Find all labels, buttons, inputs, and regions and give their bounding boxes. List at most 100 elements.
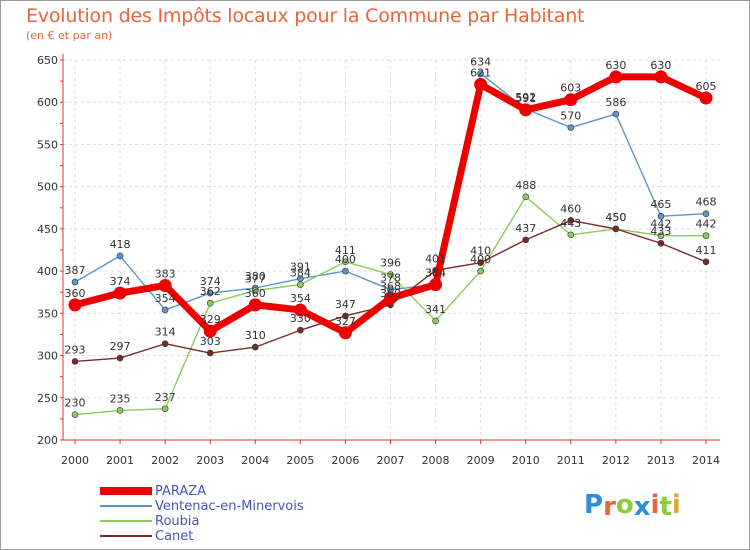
legend-swatch bbox=[100, 520, 152, 522]
point-roubia bbox=[657, 232, 665, 239]
x-tick-label: 2011 bbox=[557, 454, 585, 467]
data-label-ventenac-en-minervois: 570 bbox=[560, 110, 581, 123]
point-paraza bbox=[293, 303, 307, 317]
point-paraza bbox=[203, 324, 217, 338]
data-label-ventenac-en-minervois: 374 bbox=[200, 275, 221, 288]
data-label-paraza: 360 bbox=[65, 287, 86, 300]
data-label-paraza: 384 bbox=[425, 267, 446, 280]
point-ventenac-en-minervois bbox=[342, 267, 349, 275]
data-label-canet: 330 bbox=[290, 312, 311, 325]
point-paraza bbox=[338, 326, 352, 340]
data-label-paraza: 327 bbox=[335, 315, 356, 328]
data-label-ventenac-en-minervois: 634 bbox=[470, 56, 491, 69]
point-roubia bbox=[342, 258, 349, 266]
point-paraza bbox=[699, 91, 713, 105]
point-paraza bbox=[113, 286, 127, 300]
point-roubia bbox=[387, 271, 394, 278]
point-ventenac-en-minervois bbox=[657, 212, 665, 220]
x-tick-label: 2002 bbox=[151, 454, 179, 467]
point-ventenac-en-minervois bbox=[612, 110, 620, 118]
point-roubia bbox=[206, 299, 214, 307]
data-label-ventenac-en-minervois: 400 bbox=[335, 253, 356, 266]
y-tick-label: 400 bbox=[37, 265, 58, 278]
data-label-roubia: 488 bbox=[515, 179, 536, 192]
data-label-paraza: 621 bbox=[470, 66, 491, 79]
data-label-canet: 297 bbox=[110, 340, 131, 353]
data-label-roubia: 230 bbox=[65, 397, 86, 410]
point-canet bbox=[116, 354, 124, 362]
data-label-canet: 411 bbox=[696, 244, 717, 257]
data-label-paraza: 603 bbox=[560, 82, 581, 95]
y-tick-label: 550 bbox=[37, 138, 58, 151]
point-ventenac-en-minervois bbox=[206, 289, 214, 297]
data-label-canet: 310 bbox=[245, 329, 266, 342]
point-roubia bbox=[477, 267, 484, 275]
y-tick-label: 500 bbox=[37, 181, 58, 194]
point-ventenac-en-minervois bbox=[116, 252, 124, 260]
point-canet bbox=[477, 259, 484, 266]
data-label-paraza: 591 bbox=[515, 92, 536, 105]
legend-label: Roubia bbox=[155, 514, 200, 529]
point-canet bbox=[71, 358, 79, 365]
series-layer bbox=[68, 70, 713, 418]
data-label-canet: 360 bbox=[380, 287, 401, 300]
data-label-ventenac-en-minervois: 465 bbox=[650, 198, 671, 211]
point-paraza bbox=[474, 77, 488, 91]
point-canet bbox=[702, 258, 710, 266]
data-label-paraza: 360 bbox=[245, 287, 266, 300]
point-roubia bbox=[567, 231, 575, 239]
data-label-canet: 347 bbox=[335, 298, 356, 311]
data-label-ventenac-en-minervois: 378 bbox=[380, 272, 401, 285]
point-paraza bbox=[609, 70, 623, 84]
y-tick-label: 250 bbox=[37, 392, 58, 405]
data-label-ventenac-en-minervois: 468 bbox=[696, 196, 717, 209]
data-label-ventenac-en-minervois: 391 bbox=[290, 261, 311, 274]
data-label-roubia: 442 bbox=[650, 218, 671, 231]
data-label-roubia: 237 bbox=[155, 391, 176, 404]
point-canet bbox=[251, 343, 259, 351]
point-roubia bbox=[71, 411, 79, 418]
data-label-roubia: 400 bbox=[470, 253, 491, 266]
data-label-roubia: 396 bbox=[380, 256, 401, 269]
chart-subtitle: (en € et par an) bbox=[26, 29, 113, 42]
x-tick-label: 2001 bbox=[106, 454, 134, 467]
data-label-paraza: 354 bbox=[290, 292, 311, 305]
legend-swatch bbox=[100, 505, 152, 507]
legend-label: PARAZA bbox=[155, 484, 207, 499]
point-paraza bbox=[654, 70, 668, 84]
x-tick-label: 2012 bbox=[602, 454, 630, 467]
data-label-roubia: 362 bbox=[200, 285, 221, 298]
data-label-ventenac-en-minervois: 380 bbox=[245, 270, 266, 283]
data-label-ventenac-en-minervois: 387 bbox=[65, 264, 86, 277]
data-label-ventenac-en-minervois: 384 bbox=[425, 267, 446, 280]
data-label-canet: 401 bbox=[425, 252, 446, 265]
point-ventenac-en-minervois bbox=[161, 306, 169, 314]
x-tick-label: 2007 bbox=[377, 454, 405, 467]
legend-label: Canet bbox=[155, 529, 194, 544]
point-canet bbox=[657, 239, 665, 247]
point-canet bbox=[206, 349, 214, 357]
x-tick-label: 2005 bbox=[286, 454, 314, 467]
data-label-roubia: 235 bbox=[110, 392, 131, 405]
point-paraza bbox=[158, 278, 172, 292]
data-label-roubia: 411 bbox=[335, 244, 356, 257]
data-label-roubia: 377 bbox=[245, 273, 266, 286]
point-canet bbox=[342, 312, 349, 320]
point-roubia bbox=[522, 193, 530, 201]
point-ventenac-en-minervois bbox=[567, 124, 575, 131]
data-labels-layer: 387 418 354 374 380 391 400 378 384 634 592 570 586 4… bbox=[65, 56, 717, 410]
chart-title: Evolution des Impôts locaux pour la Comm… bbox=[26, 5, 585, 27]
point-canet bbox=[297, 326, 304, 334]
data-label-canet: 293 bbox=[65, 343, 86, 356]
x-tick-label: 2003 bbox=[196, 454, 224, 467]
x-tick-label: 2008 bbox=[422, 454, 450, 467]
x-tick-label: 2000 bbox=[61, 454, 89, 467]
point-canet bbox=[522, 236, 530, 244]
point-ventenac-en-minervois bbox=[71, 278, 79, 286]
data-label-roubia: 341 bbox=[425, 303, 446, 316]
data-label-paraza: 383 bbox=[155, 267, 176, 280]
proxiti-logo: Proxiti bbox=[584, 490, 681, 522]
point-roubia bbox=[297, 281, 304, 288]
data-label-roubia: 450 bbox=[605, 211, 626, 224]
